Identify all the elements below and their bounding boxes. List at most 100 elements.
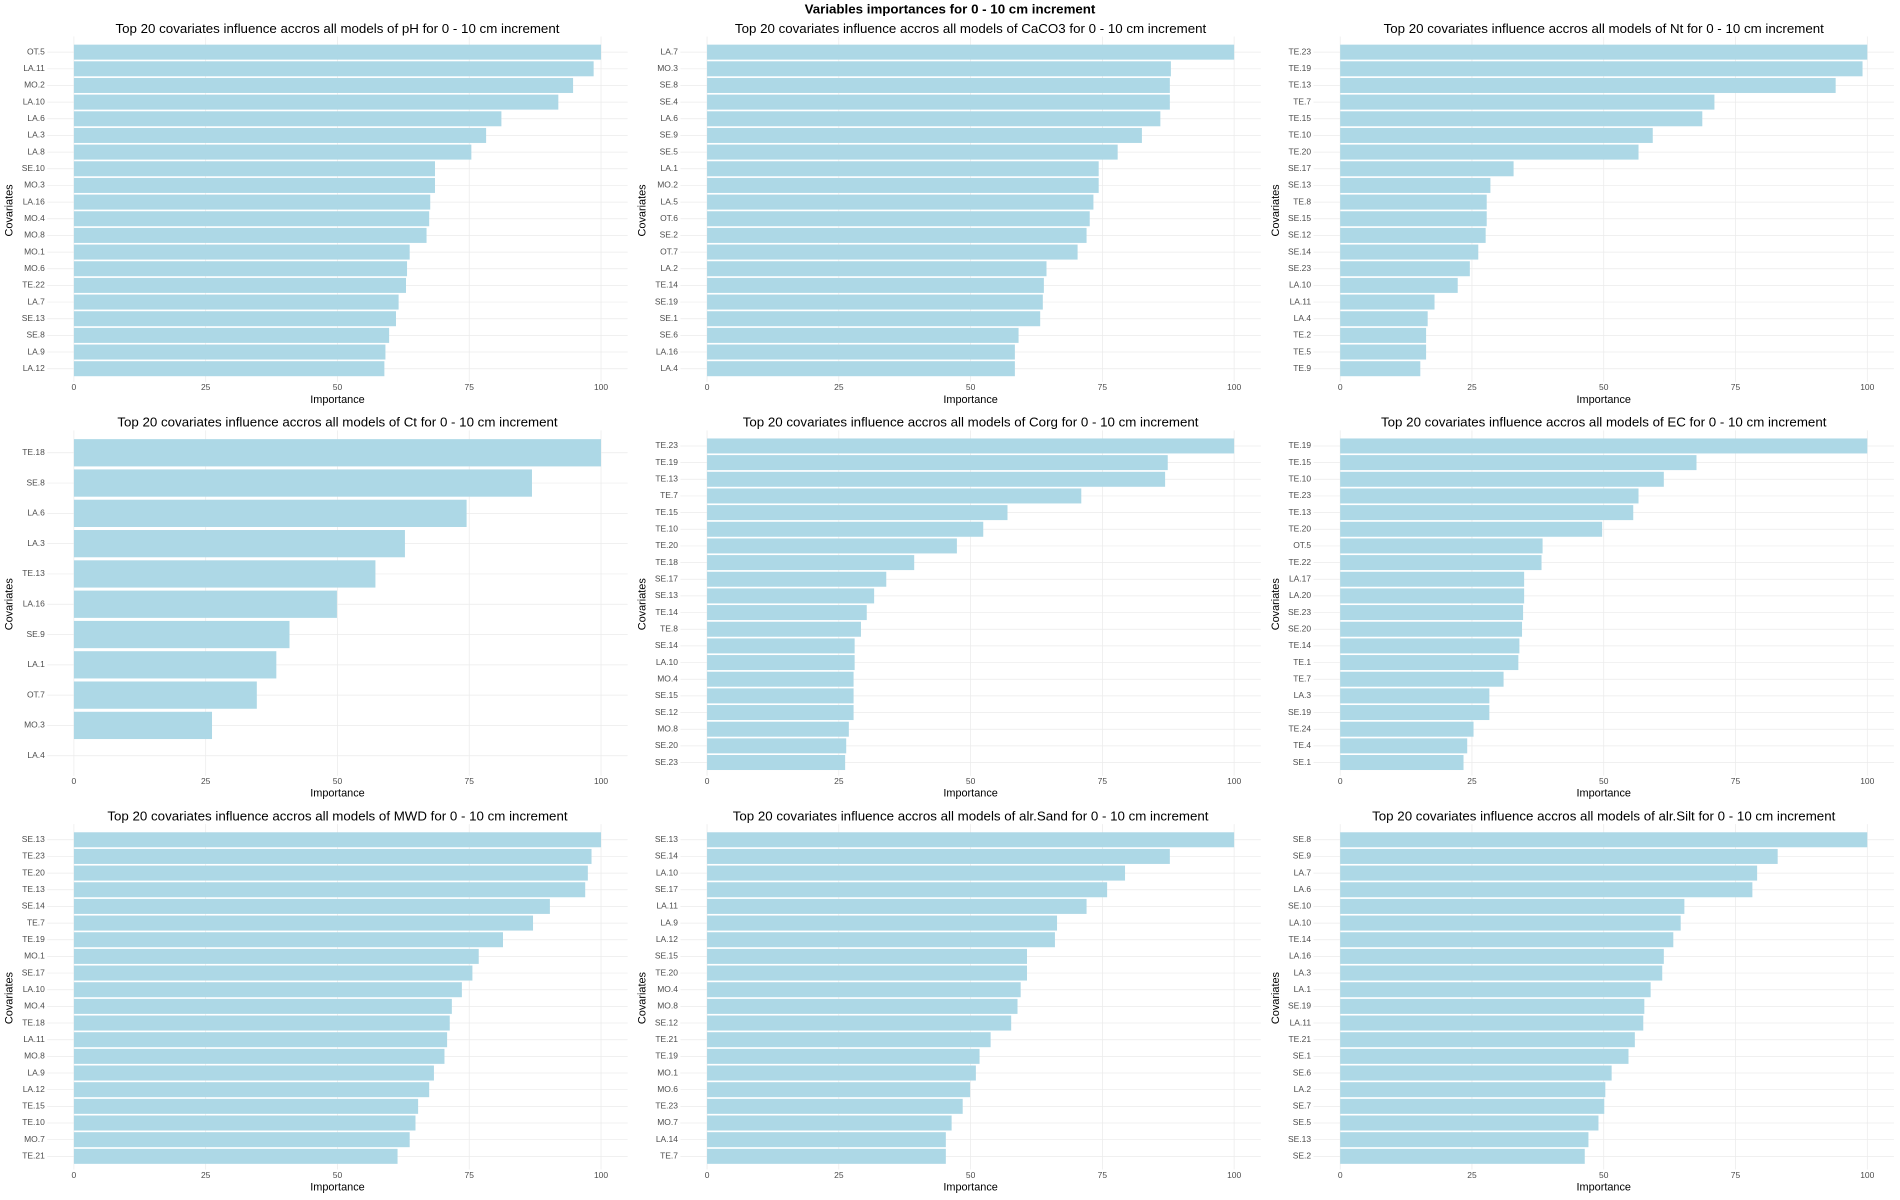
x-tick-label: 75 — [465, 776, 475, 786]
y-tick-label: SE.8 — [660, 80, 679, 90]
y-tick-label: SE.13 — [1288, 1134, 1311, 1144]
bar — [707, 61, 1171, 77]
y-tick-label: LA.11 — [23, 1034, 45, 1044]
bar — [1340, 361, 1421, 377]
bar — [1340, 965, 1663, 981]
y-tick-label: MO.3 — [657, 63, 678, 73]
y-axis-label: Covariates — [4, 971, 16, 1024]
y-tick-label: LA.6 — [1294, 884, 1312, 894]
y-tick-label: LA.3 — [27, 538, 45, 548]
y-tick-label: LA.10 — [23, 96, 45, 106]
panel-title: Top 20 covariates influence accros all m… — [117, 415, 558, 430]
y-tick-label: TE.24 — [1288, 723, 1311, 733]
y-tick-label: SE.10 — [22, 163, 45, 173]
bar — [73, 865, 588, 881]
y-tick-label: TE.13 — [1288, 507, 1311, 517]
y-tick-label: LA.6 — [27, 113, 45, 123]
y-tick-label: LA.10 — [1289, 917, 1311, 927]
y-axis-label: Covariates — [4, 184, 16, 237]
y-tick-label: SE.1 — [660, 313, 679, 323]
x-tick-label: 75 — [1098, 1170, 1108, 1180]
y-tick-label: LA.4 — [1294, 313, 1312, 323]
x-tick-label: 0 — [1338, 776, 1343, 786]
y-tick-label: MO.2 — [657, 180, 678, 190]
y-tick-label: SE.5 — [660, 146, 679, 156]
bar — [1340, 898, 1685, 914]
y-tick-label: SE.13 — [22, 313, 45, 323]
bar — [1340, 848, 1778, 864]
bar — [73, 327, 390, 343]
y-tick-label: OT.7 — [27, 689, 45, 699]
y-tick-label: LA.9 — [27, 1067, 45, 1077]
bar — [1340, 438, 1868, 454]
y-tick-label: TE.9 — [1293, 363, 1311, 373]
bar — [73, 965, 473, 981]
x-tick-label: 0 — [705, 776, 710, 786]
y-tick-label: TE.14 — [655, 607, 678, 617]
bar — [707, 688, 854, 704]
y-tick-label: LA.16 — [23, 598, 45, 608]
y-tick-label: SE.8 — [1293, 834, 1312, 844]
bar — [1340, 177, 1491, 193]
x-tick-label: 100 — [1227, 776, 1241, 786]
panel: Top 20 covariates influence accros all m… — [637, 21, 1261, 406]
y-axis-label: Covariates — [637, 578, 649, 631]
bar — [707, 277, 1044, 293]
x-axis-label: Importance — [310, 394, 364, 406]
y-tick-label: LA.2 — [661, 263, 679, 273]
x-axis-label: Importance — [310, 1182, 364, 1194]
y-tick-label: LA.8 — [27, 146, 45, 156]
x-axis-label: Importance — [1576, 1182, 1630, 1194]
y-tick-label: LA.4 — [661, 363, 679, 373]
y-tick-label: LA.12 — [656, 934, 678, 944]
y-tick-label: MO.1 — [24, 246, 45, 256]
bar — [73, 161, 435, 177]
x-tick-label: 50 — [966, 776, 976, 786]
bar — [707, 638, 855, 654]
y-tick-label: LA.12 — [23, 1084, 45, 1094]
bar — [707, 471, 1166, 487]
bar — [1340, 588, 1525, 604]
x-tick-label: 100 — [1860, 1170, 1874, 1180]
bar — [1340, 111, 1703, 127]
bar — [707, 521, 984, 537]
y-tick-label: SE.2 — [1293, 1151, 1312, 1161]
bar — [1340, 311, 1428, 327]
y-tick-label: LA.4 — [27, 750, 45, 760]
bar — [707, 588, 875, 604]
bar — [707, 177, 1099, 193]
y-tick-label: MO.7 — [24, 1134, 45, 1144]
bar — [73, 177, 435, 193]
y-tick-label: SE.17 — [655, 573, 678, 583]
bar — [73, 194, 431, 210]
y-tick-label: MO.3 — [24, 180, 45, 190]
y-tick-label: TE.15 — [1288, 113, 1311, 123]
y-tick-label: TE.13 — [22, 568, 45, 578]
x-tick-label: 75 — [1731, 382, 1741, 392]
bar — [73, 982, 462, 998]
bar — [707, 671, 854, 687]
y-tick-label: MO.4 — [24, 213, 45, 223]
bar — [1340, 1148, 1585, 1164]
y-tick-label: SE.6 — [660, 330, 679, 340]
y-tick-label: TE.10 — [655, 523, 678, 533]
x-axis-label: Importance — [943, 394, 997, 406]
y-tick-label: MO.1 — [657, 1067, 678, 1077]
bar — [1340, 705, 1490, 721]
bar — [1340, 227, 1486, 243]
y-tick-label: TE.2 — [1293, 330, 1311, 340]
bar — [73, 111, 502, 127]
bar — [73, 1015, 450, 1031]
bar — [73, 77, 574, 93]
panel-title: Top 20 covariates influence accros all m… — [107, 808, 568, 823]
y-tick-label: TE.20 — [655, 540, 678, 550]
bar — [707, 705, 854, 721]
y-tick-label: LA.3 — [1294, 690, 1312, 700]
y-tick-label: LA.11 — [1290, 1017, 1312, 1027]
y-tick-label: TE.19 — [1288, 63, 1311, 73]
y-tick-label: LA.9 — [27, 346, 45, 356]
bar — [1340, 998, 1645, 1014]
y-tick-label: MO.8 — [657, 723, 678, 733]
x-tick-label: 0 — [72, 1170, 77, 1180]
